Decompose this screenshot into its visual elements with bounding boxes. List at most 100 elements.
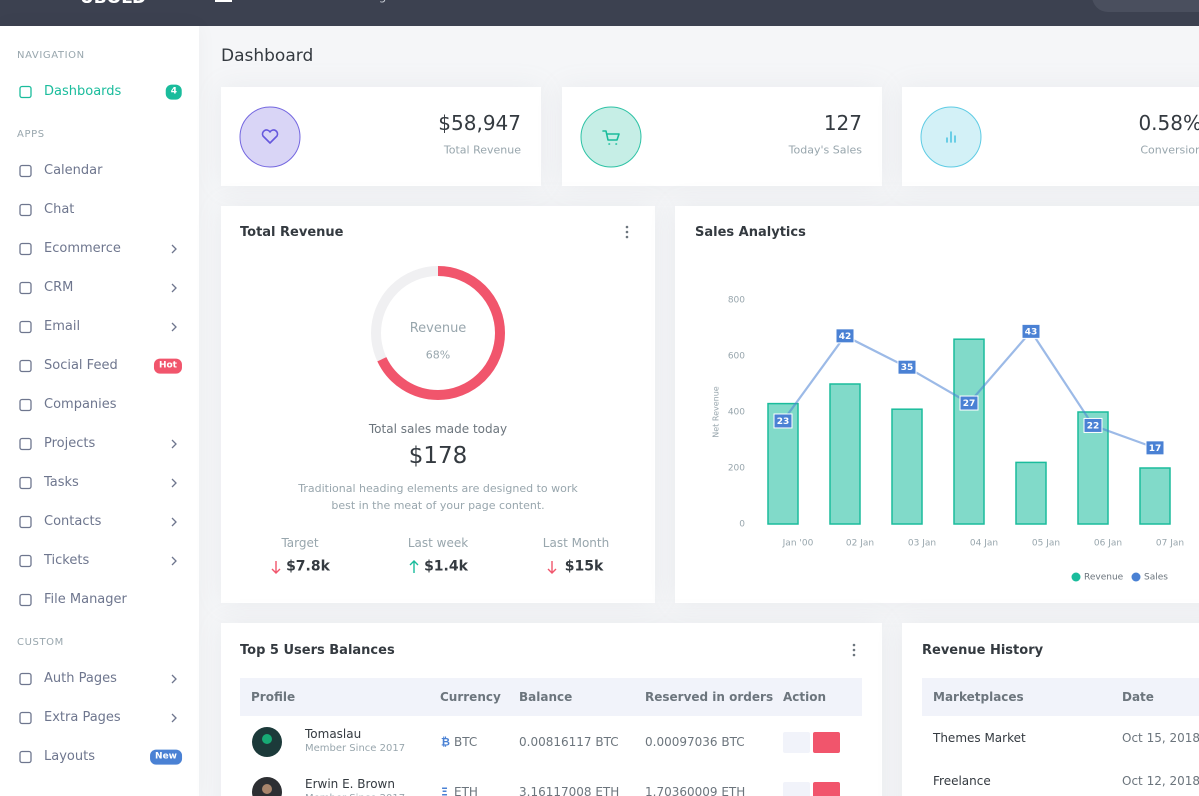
metric-label: Target bbox=[281, 535, 319, 550]
nav-item[interactable]: Projects bbox=[44, 436, 96, 452]
stat-icon bbox=[602, 130, 620, 145]
subtitle: Total sales made today bbox=[368, 421, 508, 436]
date: Oct 15, 2018 bbox=[1122, 730, 1199, 745]
data-label: 43 bbox=[1025, 327, 1038, 337]
trend-arrow bbox=[271, 561, 281, 574]
card-title: Total Revenue bbox=[240, 225, 344, 241]
nav-icon bbox=[19, 242, 32, 256]
legend-marker bbox=[1131, 572, 1141, 582]
data-label-box bbox=[1021, 323, 1041, 339]
nav-icon bbox=[19, 281, 32, 295]
x-tick-label: Jan '00 bbox=[782, 539, 814, 549]
revenue-bar bbox=[891, 408, 923, 525]
avatar-figure bbox=[262, 784, 272, 794]
nav-section-title: CUSTOM bbox=[17, 637, 64, 648]
user-name: Tomaslau bbox=[305, 726, 362, 741]
logo: UBOLD bbox=[80, 0, 146, 8]
table-column-header: Profile bbox=[251, 689, 296, 704]
nav-icon bbox=[19, 554, 32, 568]
stat-card bbox=[562, 87, 882, 186]
chevron bbox=[171, 478, 177, 488]
card-title: Sales Analytics bbox=[695, 225, 806, 241]
x-tick-label: 03 Jan bbox=[908, 539, 936, 549]
nav-icon bbox=[19, 476, 32, 490]
nav-icon bbox=[19, 515, 32, 529]
stat-icon-circle bbox=[580, 106, 642, 168]
data-label-box bbox=[835, 328, 855, 344]
nav-item[interactable]: Tasks bbox=[44, 475, 79, 491]
nav-item[interactable]: Tickets bbox=[44, 553, 90, 569]
metric-value: $1.4k bbox=[424, 558, 468, 575]
more-menu-dot bbox=[852, 643, 856, 647]
add-button[interactable] bbox=[783, 782, 810, 796]
nav-item[interactable]: Auth Pages bbox=[44, 671, 117, 687]
balance: 3.16117008 ETH bbox=[519, 784, 620, 796]
y-tick-label: 0 bbox=[739, 520, 745, 530]
chevron bbox=[171, 674, 177, 684]
sales-analytics-card bbox=[675, 206, 1199, 603]
nav-item[interactable]: Dashboards bbox=[44, 84, 122, 100]
stat-value: 127 bbox=[823, 111, 862, 135]
currency-icon: Ξ bbox=[441, 785, 448, 796]
metric-value: $15k bbox=[564, 558, 604, 575]
chevron bbox=[171, 439, 177, 449]
nav-item[interactable]: Social Feed bbox=[44, 358, 118, 374]
nav-icon bbox=[19, 359, 32, 373]
stat-label: Total Revenue bbox=[443, 143, 521, 157]
nav-item[interactable]: Calendar bbox=[44, 163, 103, 179]
data-label: 23 bbox=[777, 417, 790, 427]
more-menu-dot bbox=[852, 648, 856, 652]
legend-label: Revenue bbox=[1084, 573, 1124, 583]
nav-item[interactable]: File Manager bbox=[44, 592, 127, 608]
x-tick-label: 05 Jan bbox=[1032, 539, 1060, 549]
remove-button[interactable] bbox=[813, 782, 840, 796]
search-box[interactable] bbox=[1092, 0, 1199, 12]
nav-item[interactable]: Companies bbox=[44, 397, 117, 413]
more-menu-dot bbox=[625, 225, 629, 229]
stat-icon bbox=[946, 131, 956, 143]
topbar-menu-item[interactable]: Create New bbox=[260, 0, 330, 3]
description: Traditional heading elements are designe… bbox=[298, 482, 578, 512]
data-label: 17 bbox=[1149, 444, 1162, 454]
remove-button[interactable] bbox=[813, 732, 840, 753]
legend-label: Sales bbox=[1144, 573, 1168, 583]
reserved: 1.70360009 ETH bbox=[645, 784, 746, 796]
nav-item[interactable]: Layouts bbox=[44, 749, 95, 765]
nav-item[interactable]: Chat bbox=[44, 202, 75, 218]
metric-label: Last week bbox=[407, 535, 469, 550]
card-title: Top 5 Users Balances bbox=[240, 643, 395, 659]
balance: 0.00816117 BTC bbox=[519, 734, 619, 749]
topbar-menu-item[interactable]: Mega Menu bbox=[361, 0, 430, 3]
more-menu-dot bbox=[625, 230, 629, 234]
stat-label: Today's Sales bbox=[788, 143, 862, 157]
stat-value: $58,947 bbox=[438, 111, 521, 135]
metric-value: $7.8k bbox=[286, 558, 330, 575]
chevron bbox=[171, 283, 177, 293]
nav-item[interactable]: CRM bbox=[44, 280, 74, 296]
table-column-header: Action bbox=[783, 689, 827, 704]
revenue-bar bbox=[1139, 467, 1171, 525]
stat-icon-circle bbox=[239, 106, 301, 168]
trend-arrow bbox=[409, 560, 419, 573]
nav-icon bbox=[19, 203, 32, 217]
data-label-box bbox=[897, 359, 917, 375]
more-menu-dot bbox=[625, 235, 629, 239]
nav-item[interactable]: Extra Pages bbox=[44, 710, 121, 726]
nav-item[interactable]: Email bbox=[44, 319, 81, 335]
user-name: Erwin E. Brown bbox=[305, 776, 395, 791]
search-placeholder: Search... bbox=[1108, 0, 1156, 3]
chevron bbox=[171, 556, 177, 566]
add-button[interactable] bbox=[783, 732, 810, 753]
nav-item[interactable]: Contacts bbox=[44, 514, 102, 530]
nav-icon bbox=[19, 672, 32, 686]
currency: ETH bbox=[454, 784, 478, 796]
data-label-box bbox=[1145, 440, 1165, 456]
nav-icon bbox=[19, 85, 32, 99]
chevron bbox=[171, 713, 177, 723]
stat-icon bbox=[261, 129, 279, 144]
nav-item[interactable]: Ecommerce bbox=[44, 241, 121, 257]
nav-icon bbox=[19, 320, 32, 334]
stat-card bbox=[221, 87, 541, 186]
trend-arrow bbox=[547, 561, 557, 574]
